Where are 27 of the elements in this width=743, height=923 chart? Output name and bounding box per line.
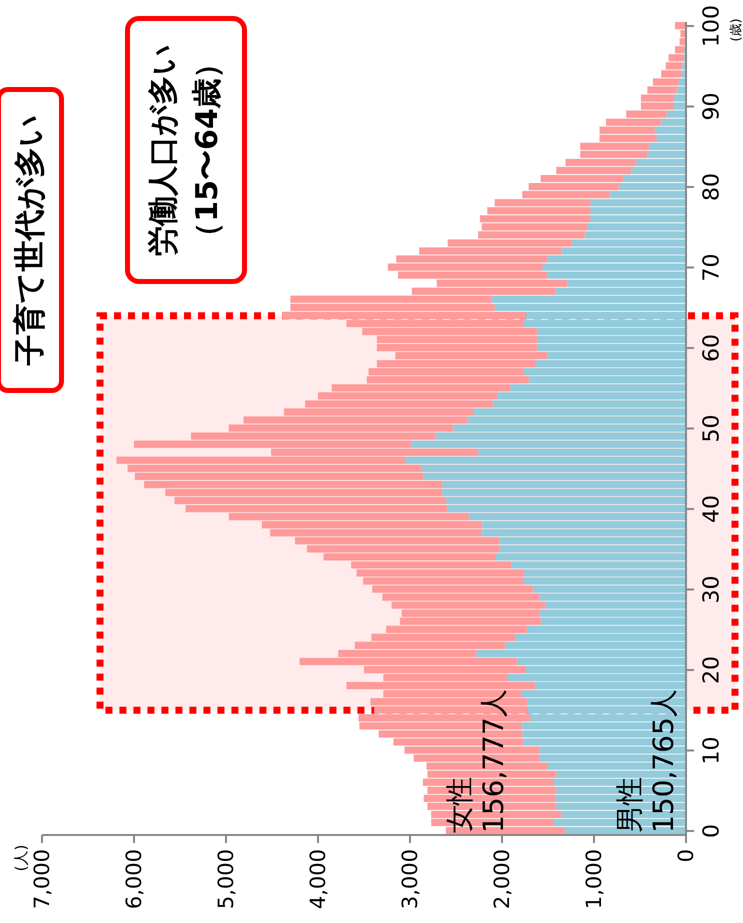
annotation: 150,765人 [647, 688, 681, 833]
y-tick-label: 10 [700, 736, 724, 764]
annotation: 子育て世代が多い [0, 87, 64, 393]
y-tick-label: 80 [700, 173, 724, 202]
series-label: 男性 [613, 776, 647, 833]
y-tick-label: 30 [700, 575, 724, 604]
y-tick-label: 40 [700, 494, 724, 523]
y-tick-label: 90 [700, 92, 724, 121]
x-tick-label: 4,000 [306, 849, 330, 910]
x-tick-label: 3,000 [398, 849, 422, 910]
series-label: 女性 [443, 776, 477, 833]
y-tick-label: 50 [700, 414, 724, 442]
text: (人) [12, 844, 31, 874]
x-tick-label: 1,000 [582, 849, 606, 910]
x-tick-label: 6,000 [122, 849, 146, 910]
annotation: 労働人口が多い（15〜64歳） [125, 16, 247, 284]
annotation: 156,777人 [477, 688, 511, 833]
y-tick-label: 100 [700, 5, 724, 48]
y-tick-label: 70 [700, 254, 724, 282]
x-tick-label: 2,000 [490, 849, 514, 910]
x-tick-label: 0 [674, 849, 698, 862]
x-tick-label: 7,000 [30, 849, 54, 910]
x-tick-label: 5,000 [214, 849, 238, 910]
y-tick-label: 60 [700, 334, 724, 362]
y-axis-title: (歳) [728, 17, 743, 44]
y-tick-label: 0 [700, 824, 724, 838]
y-tick-label: 20 [700, 656, 724, 684]
